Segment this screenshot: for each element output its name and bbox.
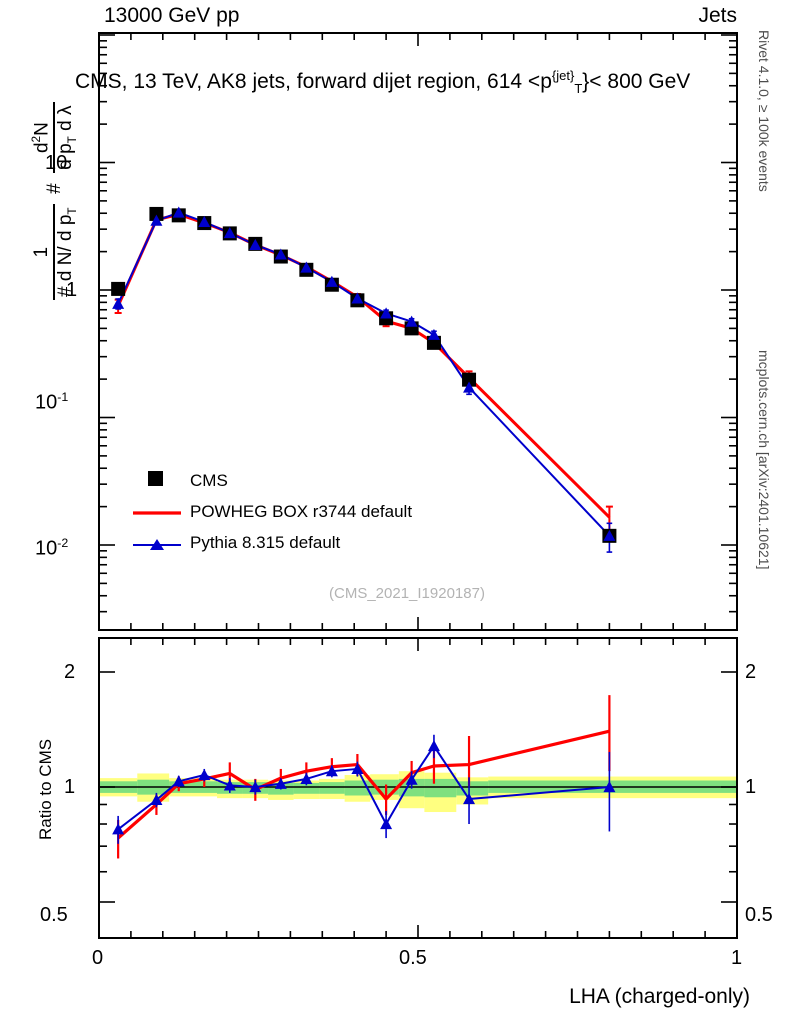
ratio-ytick-05-left: 0.5 [40, 904, 68, 926]
ratio-pythia-marker [249, 781, 262, 793]
legend-marker-cms [148, 471, 163, 486]
main-pythia-marker [603, 529, 616, 541]
plot-title: CMS, 13 TeV, AK8 jets, forward dijet reg… [75, 68, 690, 96]
ratio-pythia-marker [112, 823, 125, 835]
ratio-pythia-marker [405, 773, 418, 785]
ratio-band-inner [344, 780, 371, 796]
xtick-0: 0 [92, 947, 104, 969]
main-ytick-1e-2: 10-2 [35, 536, 69, 560]
legend-label-cms[interactable]: CMS [190, 471, 228, 490]
main-powheg-line [116, 212, 611, 519]
ratio-pythia-marker [223, 779, 236, 791]
beam-label: 13000 GeV pp [104, 4, 240, 27]
main-pythia-marker [112, 297, 125, 309]
ratio-pythia-marker [325, 765, 338, 777]
ratio-pythia-marker [172, 775, 185, 787]
main-pythia-marker [274, 248, 287, 260]
main-pythia-marker [351, 292, 364, 304]
main-pythia-marker [150, 214, 163, 226]
main-cms-marker [462, 372, 477, 387]
main-pythia-marker [172, 206, 185, 218]
plot-title-main: CMS, 13 TeV, AK8 jets, forward dijet reg… [75, 70, 552, 93]
plot-title-superscript: {jet} [551, 68, 575, 83]
ratio-ytick-05-right: 0.5 [745, 904, 773, 926]
legend-label-powheg[interactable]: POWHEG BOX r3744 default [190, 502, 413, 521]
main-pythia-marker [325, 275, 338, 287]
x-axis-label: LHA (charged-only) [569, 985, 750, 1008]
main-pythia-marker [249, 238, 262, 250]
main-pythia-marker [380, 307, 393, 319]
plot-title-subscript: T [574, 81, 583, 97]
plot-title-tail: }< 800 GeV [582, 70, 691, 93]
ratio-pythia-marker [603, 781, 616, 793]
ratio-pythia-marker [300, 772, 313, 785]
main-cms-marker [149, 206, 164, 221]
ratio-band-inner [319, 782, 345, 794]
ratio-pythia-marker [427, 740, 440, 752]
ratio-ytick-2-left: 2 [64, 661, 76, 683]
legend-marker-pythia-triangle [150, 539, 164, 550]
main-ytick-1e-1: 10-1 [35, 390, 69, 414]
ratio-ytick-1-left: 1 [64, 776, 76, 798]
ratio-band-inner [424, 778, 457, 798]
main-pythia-marker [405, 315, 418, 327]
main-pythia-marker [427, 328, 440, 340]
main-pythia-marker [463, 381, 476, 393]
ratio-pythia-marker [198, 769, 211, 781]
xtick-1: 1 [731, 947, 743, 969]
ratio-band-inner [293, 782, 320, 794]
xtick-05: 0.5 [399, 947, 427, 969]
main-cms-marker [111, 281, 126, 296]
main-pythia-marker [300, 261, 313, 273]
main-pythia-marker [198, 215, 211, 228]
main-pythia-line [117, 211, 611, 537]
analysis-id-watermark: (CMS_2021_I1920187) [329, 585, 485, 602]
ratio-pythia-marker [274, 777, 287, 789]
main-pythia-marker [223, 226, 236, 239]
ratio-ytick-2-right: 2 [745, 661, 757, 683]
main-ytick-1: 1 [66, 279, 78, 301]
ratio-pythia-marker [380, 818, 393, 830]
category-label: Jets [698, 4, 737, 27]
legend-label-pythia[interactable]: Pythia 8.315 default [190, 533, 341, 552]
main-ytick-10: 10 [45, 152, 68, 174]
ratio-pythia-marker [463, 793, 476, 805]
ratio-ytick-1-right: 1 [745, 776, 757, 798]
ratio-pythia-marker [351, 762, 364, 775]
ratio-pythia-marker [150, 793, 163, 806]
